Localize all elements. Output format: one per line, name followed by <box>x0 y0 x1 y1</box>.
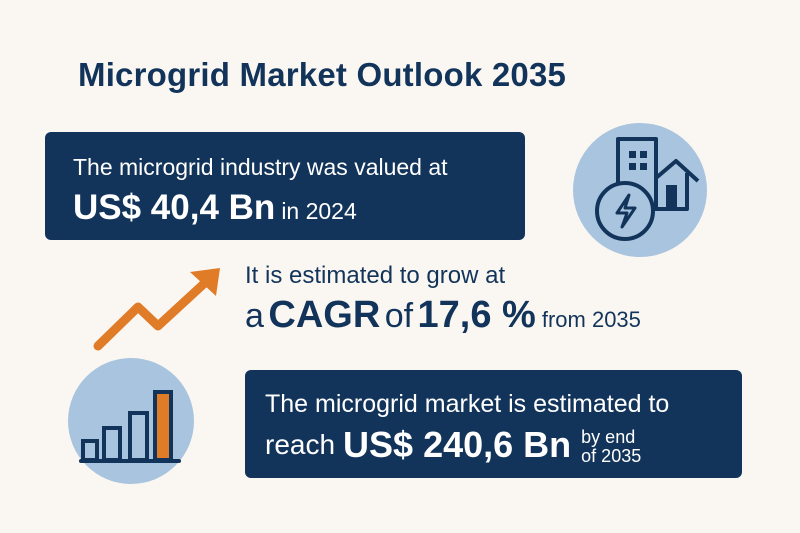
forecast-box: The microgrid market is estimated to rea… <box>245 370 742 478</box>
forecast-reach: reach <box>265 429 336 460</box>
cagr-of: of <box>384 297 414 335</box>
forecast-text: The microgrid market is estimated to <box>265 390 670 418</box>
cagr-suffix: from 2035 <box>541 307 641 332</box>
valuation-box: The microgrid industry was valued at US$… <box>45 132 525 240</box>
cagr-prefix: a <box>245 297 264 335</box>
cagr-statement: It is estimated to grow at a CAGR of 17,… <box>245 262 641 337</box>
cagr-intro: It is estimated to grow at <box>245 262 506 289</box>
growth-arrow-icon <box>93 268 220 351</box>
valuation-year: in 2024 <box>281 198 357 224</box>
bar-chart-icon <box>68 358 194 484</box>
page-title: Microgrid Market Outlook 2035 <box>78 56 567 93</box>
valuation-amount: US$ 40,4 Bn <box>73 188 276 227</box>
valuation-text: The microgrid industry was valued at <box>73 154 448 180</box>
forecast-end-line1: by end <box>581 427 636 447</box>
cagr-label: CAGR <box>268 294 381 336</box>
cagr-rate: 17,6 % <box>417 294 536 336</box>
forecast-end-line2: of 2035 <box>581 446 642 466</box>
building-house-power-icon <box>573 123 707 257</box>
forecast-amount: US$ 240,6 Bn <box>343 424 572 465</box>
